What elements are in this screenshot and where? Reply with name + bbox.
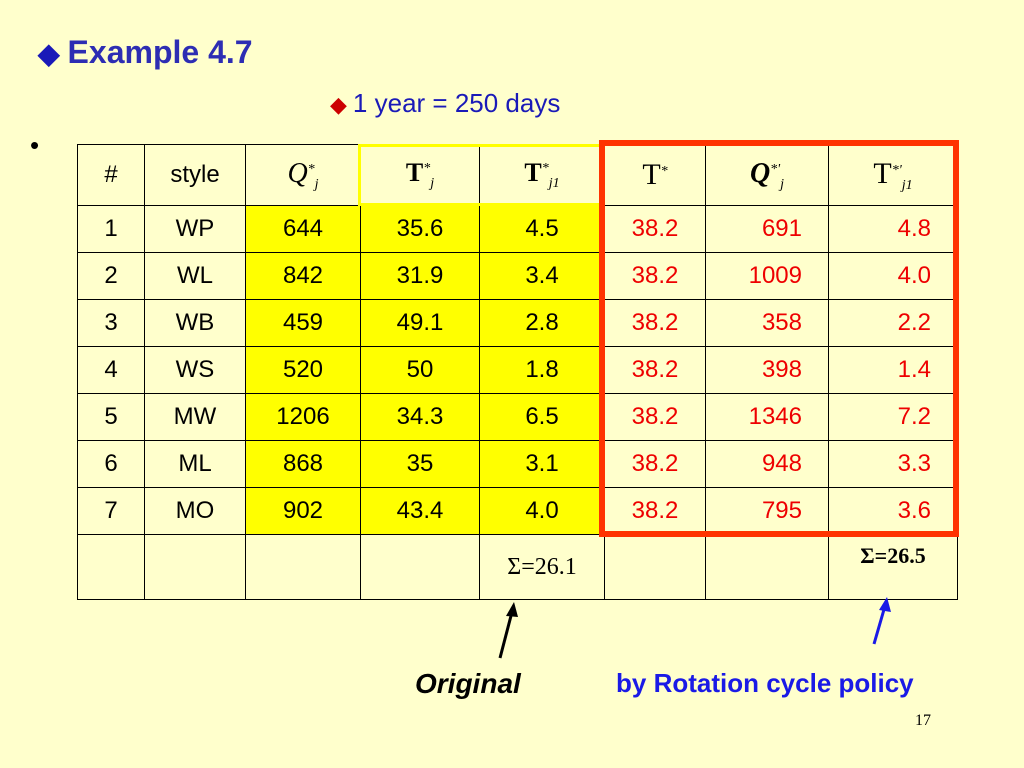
sum-rotation: Σ=26.5 [828,534,958,600]
cell-empty [245,534,361,600]
cell-qp: 948 [705,440,829,488]
cell-style: MW [144,393,246,441]
cell-t1p: 1.4 [828,346,958,394]
table-row: 6 ML 868 35 3.1 38.2 948 3.3 [77,440,958,488]
cell-t: 35.6 [360,205,480,253]
cell-style: WB [144,299,246,347]
cell-num: 5 [77,393,145,441]
cell-num: 7 [77,487,145,535]
cell-t: 50 [360,346,480,394]
diamond-bullet-icon: ◆ [38,38,60,69]
arrow-to-original-sum [498,602,518,659]
header-q-star-j: Q*j [245,144,361,206]
cell-t1p: 2.2 [828,299,958,347]
cell-empty [360,534,480,600]
cell-t1: 3.1 [479,440,605,488]
table-row: 1 WP 644 35.6 4.5 38.2 691 4.8 [77,205,958,253]
header-t-star: T* [604,144,706,206]
cell-q: 868 [245,440,361,488]
cell-t: 49.1 [360,299,480,347]
slide-title: ◆ Example 4.7 [38,34,253,71]
slide-title-text: Example 4.7 [67,34,253,70]
cell-qp: 1346 [705,393,829,441]
cell-t1p: 7.2 [828,393,958,441]
cell-t: 35 [360,440,480,488]
diamond-bullet-icon: ◆ [330,92,347,117]
cell-t1: 4.5 [479,205,605,253]
cell-num: 4 [77,346,145,394]
subtitle: ◆ 1 year = 250 days [330,88,560,119]
cell-style: WP [144,205,246,253]
cell-t1p: 3.3 [828,440,958,488]
cell-t1: 2.8 [479,299,605,347]
cell-q: 520 [245,346,361,394]
cell-tstar: 38.2 [604,299,706,347]
cell-q: 842 [245,252,361,300]
cell-qp: 398 [705,346,829,394]
cell-tstar: 38.2 [604,346,706,394]
table-row: 5 MW 1206 34.3 6.5 38.2 1346 7.2 [77,393,958,441]
cell-style: WL [144,252,246,300]
cell-t1p: 4.0 [828,252,958,300]
cell-qp: 1009 [705,252,829,300]
cell-qp: 795 [705,487,829,535]
cell-t: 31.9 [360,252,480,300]
table-row: 2 WL 842 31.9 3.4 38.2 1009 4.0 [77,252,958,300]
table-row: 3 WB 459 49.1 2.8 38.2 358 2.2 [77,299,958,347]
sum-original: Σ=26.1 [479,534,605,600]
table-row: 7 MO 902 43.4 4.0 38.2 795 3.6 [77,487,958,535]
cell-tstar: 38.2 [604,393,706,441]
cell-q: 459 [245,299,361,347]
label-rotation-policy: by Rotation cycle policy [616,668,914,698]
cell-q: 644 [245,205,361,253]
cell-t: 34.3 [360,393,480,441]
table-header-row: # style Q*j T*j T*j1 T* Q*'j T*'j1 [77,144,958,206]
cell-q: 1206 [245,393,361,441]
cell-tstar: 38.2 [604,205,706,253]
subtitle-text: 1 year = 250 days [352,88,561,118]
results-table: # style Q*j T*j T*j1 T* Q*'j T*'j1 1 WP … [77,144,958,600]
header-t-star-j1: T*j1 [479,144,605,206]
cell-tstar: 38.2 [604,487,706,535]
page-number: 17 [915,712,931,729]
bullet-point: • [30,130,40,160]
cell-num: 1 [77,205,145,253]
cell-num: 2 [77,252,145,300]
cell-t: 43.4 [360,487,480,535]
table-sum-row: Σ=26.1 Σ=26.5 [77,534,958,600]
cell-t1: 3.4 [479,252,605,300]
cell-style: MO [144,487,246,535]
cell-q: 902 [245,487,361,535]
label-original: Original [415,668,521,699]
table-row: 4 WS 520 50 1.8 38.2 398 1.4 [77,346,958,394]
cell-qp: 691 [705,205,829,253]
cell-empty [604,534,706,600]
arrow-to-rotation-sum [872,597,891,645]
cell-t1: 4.0 [479,487,605,535]
